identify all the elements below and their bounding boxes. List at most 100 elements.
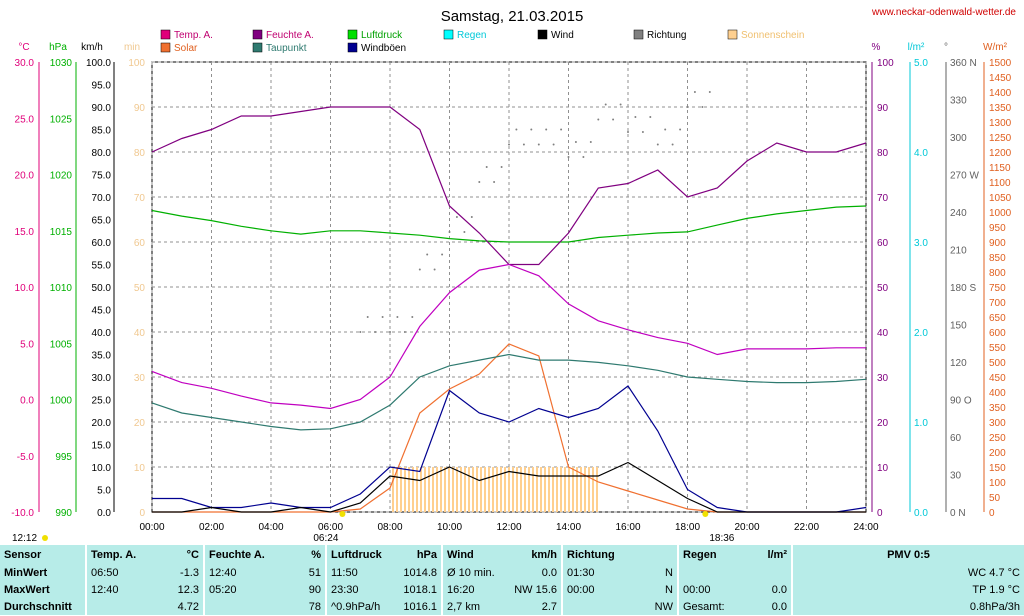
series-line-luftdruck	[151, 205, 867, 243]
direction-point	[545, 128, 548, 131]
tick-label-humidity: 80	[877, 148, 889, 159]
tick-label-solar: 350	[989, 403, 1006, 414]
direction-point	[552, 143, 555, 146]
tick-label-humidity: 60	[877, 238, 889, 249]
tick-label-solar: 950	[989, 223, 1006, 234]
direction-point	[679, 128, 682, 131]
direction-point	[641, 131, 644, 133]
tick-label-temp: 30.0	[15, 58, 35, 69]
tick-label-solar: 800	[989, 268, 1006, 279]
tick-label-temp: 15.0	[15, 227, 35, 238]
tick-label-wind_speed: 20.0	[92, 418, 112, 429]
hdr-luftdruck: Luftdruck	[325, 545, 382, 565]
tick-label-wind_speed: 45.0	[92, 306, 112, 317]
tick-label-direction: 360 N	[950, 58, 977, 69]
direction-point	[374, 331, 377, 333]
row-label: Durchschnitt	[4, 601, 72, 613]
tick-label-humidity: 10	[877, 463, 889, 474]
hdr-richtung-pad	[642, 545, 678, 565]
tick-label-direction: 30	[950, 471, 962, 482]
tick-label-wind_speed: 15.0	[92, 441, 112, 452]
tick-label-wind_speed: 60.0	[92, 238, 112, 249]
tick-label-sunshine: 40	[134, 328, 146, 339]
legend-label: Wind	[551, 30, 574, 41]
axes: 30.025.020.015.010.05.00.0-5.0-10.0°C103…	[11, 42, 1011, 544]
tick-label-pressure: 1020	[50, 171, 73, 182]
richtung-time: 00:00	[561, 582, 642, 599]
druck-val: 1014.8	[403, 567, 437, 579]
direction-point	[381, 316, 384, 318]
tick-label-solar: 550	[989, 343, 1006, 354]
direction-point	[537, 143, 540, 146]
tick-label-wind_speed: 40.0	[92, 328, 112, 339]
legend-swatch	[160, 29, 171, 40]
direction-point	[508, 143, 510, 146]
direction-point	[627, 131, 629, 133]
direction-point	[619, 103, 622, 106]
tick-label-pressure: 1005	[50, 339, 73, 350]
tick-label-wind_speed: 30.0	[92, 373, 112, 384]
legend-label: Luftdruck	[361, 30, 403, 41]
x-tick-label: 10:00	[437, 522, 462, 533]
tick-label-solar: 1250	[989, 133, 1012, 144]
tick-label-wind_speed: 90.0	[92, 103, 112, 114]
tick-label-direction: 180 S	[950, 283, 976, 294]
tick-label-humidity: 0	[877, 508, 883, 519]
stats-panel: Sensor Temp. A. °C Feuchte A. % Luftdruc…	[0, 545, 1024, 616]
tick-label-wind_speed: 100.0	[86, 58, 111, 69]
tick-label-humidity: 30	[877, 373, 889, 384]
tick-label-pressure: 1025	[50, 114, 73, 125]
direction-point	[560, 128, 563, 131]
tick-label-humidity: 40	[877, 328, 889, 339]
legend-swatch	[252, 42, 263, 53]
richtung-val: NW	[654, 601, 673, 613]
x-tick-label: 20:00	[734, 522, 759, 533]
hdr-luftdruck-unit: hPa	[416, 548, 437, 561]
direction-point	[448, 231, 451, 233]
tick-label-wind_speed: 10.0	[92, 463, 112, 474]
tick-label-pressure: 990	[55, 508, 72, 519]
tick-label-solar: 250	[989, 433, 1006, 444]
legend-swatch	[537, 29, 548, 40]
tick-label-pressure: 1000	[50, 396, 73, 407]
legend-swatch	[252, 29, 263, 40]
temp-time: 06:50	[85, 565, 148, 582]
direction-point	[433, 268, 436, 271]
tick-label-wind_speed: 5.0	[97, 486, 111, 497]
direction-point	[604, 103, 607, 106]
tick-label-direction: 120	[950, 358, 967, 369]
regen-time: Gesamt:	[677, 599, 748, 616]
tick-label-solar: 1100	[989, 178, 1011, 189]
axis-unit-humidity: %	[872, 42, 881, 53]
x-tick-label: 00:00	[139, 522, 164, 533]
tick-label-solar: 1350	[989, 103, 1012, 114]
tick-label-pressure: 995	[55, 452, 72, 463]
tick-label-solar: 1150	[989, 163, 1011, 174]
richtung-time: 01:30	[561, 565, 642, 582]
tick-label-solar: 1500	[989, 58, 1012, 69]
sunshine-bar	[568, 467, 599, 512]
sunshine-bars	[390, 467, 599, 512]
regen-time: 00:00	[677, 582, 748, 599]
temp-val: 12.3	[177, 584, 199, 596]
axis-unit-sunshine: min	[124, 42, 140, 53]
sunshine-bar	[449, 467, 480, 512]
stats-row-min: MinWert 06:50 -1.3 12:40 51 11:50 1014.8…	[0, 565, 1024, 582]
direction-point	[411, 316, 414, 318]
axis-unit-pressure: hPa	[49, 42, 67, 53]
direction-point	[671, 143, 674, 146]
tick-label-direction: 240	[950, 208, 967, 219]
legend-swatch	[443, 29, 454, 40]
axis-unit-wind_speed: km/h	[81, 42, 103, 53]
stats-row-max: MaxWert 12:40 12.3 05:20 90 23:30 1018.1…	[0, 582, 1024, 599]
tick-label-solar: 100	[989, 478, 1006, 489]
tick-label-sunshine: 50	[134, 283, 146, 294]
tick-label-wind_speed: 95.0	[92, 81, 112, 92]
tick-label-direction: 90 O	[950, 396, 972, 407]
legend-label: Taupunkt	[266, 43, 307, 54]
legend-label: Solar	[174, 43, 198, 54]
tick-label-temp: -10.0	[11, 508, 34, 519]
tick-label-sunshine: 10	[134, 463, 146, 474]
direction-point	[582, 156, 585, 158]
site-credit[interactable]: www.neckar-odenwald-wetter.de	[871, 7, 1016, 18]
